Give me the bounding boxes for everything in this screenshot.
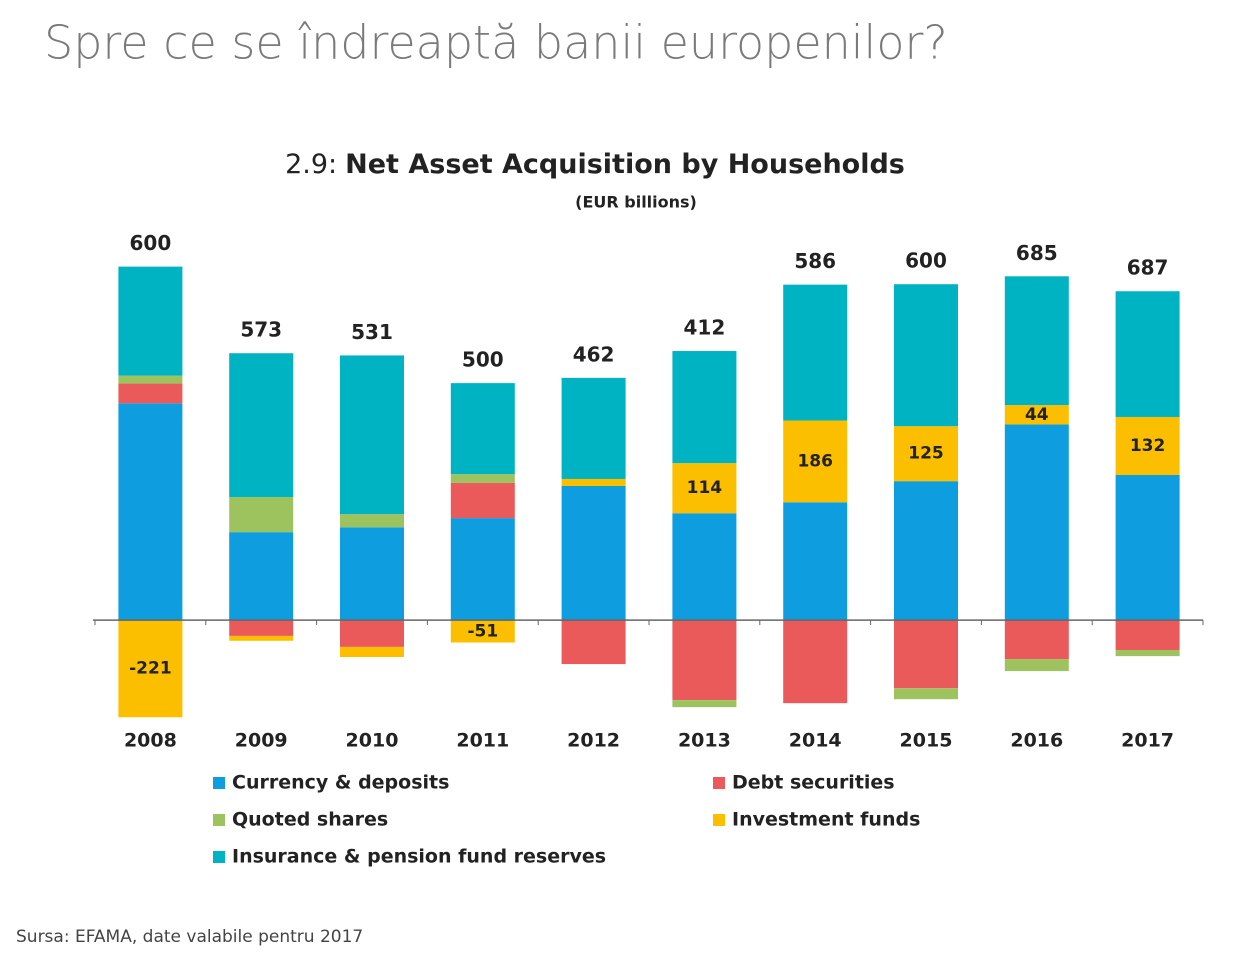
bar-segment bbox=[1004, 659, 1069, 672]
bar-segment bbox=[1115, 416, 1180, 476]
bar-segment bbox=[672, 700, 737, 708]
legend-swatch bbox=[713, 777, 725, 789]
x-tick-label: 2011 bbox=[456, 730, 509, 752]
bar-segment bbox=[229, 353, 294, 497]
segment-label: 44 bbox=[1025, 405, 1049, 425]
bar-segment bbox=[1004, 405, 1069, 425]
bar-segment bbox=[1004, 424, 1069, 621]
segment-label: 125 bbox=[908, 444, 944, 464]
bar-segment bbox=[118, 383, 183, 404]
bar-segment bbox=[450, 518, 515, 621]
legend-label: Quoted shares bbox=[232, 809, 388, 831]
legend-swatch bbox=[713, 814, 725, 826]
bar-segment bbox=[894, 620, 958, 689]
bar-segment bbox=[672, 463, 737, 514]
bar-segment bbox=[340, 355, 404, 515]
bar-segment bbox=[340, 646, 404, 658]
bar-segment bbox=[561, 478, 626, 486]
segment-label: 186 bbox=[797, 451, 833, 471]
bar-segment bbox=[450, 474, 515, 483]
total-label: 500 bbox=[462, 348, 504, 372]
legend-label: Currency & deposits bbox=[232, 772, 449, 794]
bar-segment bbox=[783, 502, 848, 621]
bar-segment bbox=[1115, 475, 1180, 621]
bar-segment bbox=[894, 426, 958, 482]
x-tick-label: 2016 bbox=[1010, 730, 1063, 752]
legend-label: Debt securities bbox=[732, 772, 895, 794]
x-tick-label: 2013 bbox=[678, 730, 731, 752]
legend-swatch bbox=[213, 814, 225, 826]
bar-segment bbox=[340, 620, 404, 647]
x-tick-label: 2012 bbox=[567, 730, 620, 752]
bar-segment bbox=[894, 688, 958, 700]
bar-segment bbox=[783, 620, 848, 704]
bar-segment bbox=[118, 403, 183, 621]
x-tick-label: 2008 bbox=[124, 730, 177, 752]
bar-segment bbox=[561, 486, 626, 621]
x-tick-label: 2009 bbox=[235, 730, 288, 752]
bar-segment bbox=[450, 482, 515, 519]
bar-segment bbox=[229, 532, 294, 621]
bar-segment bbox=[894, 481, 958, 621]
segment-label: -221 bbox=[129, 659, 172, 679]
total-label: 687 bbox=[1127, 256, 1169, 280]
total-label: 573 bbox=[240, 318, 282, 342]
title-text: Net Asset Acquisition by Households bbox=[345, 149, 905, 180]
bar-segment bbox=[118, 375, 183, 384]
bar-segment bbox=[1004, 620, 1069, 660]
segment-label: 132 bbox=[1130, 436, 1166, 456]
total-label: 531 bbox=[351, 320, 393, 344]
x-tick-label: 2010 bbox=[346, 730, 399, 752]
total-label: 600 bbox=[905, 249, 947, 273]
bar-segment bbox=[894, 284, 958, 427]
bar-segment bbox=[229, 620, 294, 636]
total-label: 586 bbox=[794, 249, 836, 273]
chart-subtitle: (EUR billions) bbox=[575, 193, 697, 212]
bar-segment bbox=[229, 635, 294, 641]
legend-swatch bbox=[213, 777, 225, 789]
legend-label: Investment funds bbox=[732, 809, 920, 831]
bar-segment bbox=[1115, 291, 1180, 417]
legend-label: Insurance & pension fund reserves bbox=[232, 846, 606, 868]
chart-title: 2.9: Net Asset Acquisition by Households bbox=[285, 149, 905, 180]
bar-segment bbox=[1115, 649, 1180, 657]
bar-segment bbox=[450, 620, 515, 643]
total-label: 412 bbox=[684, 316, 726, 340]
source: Sursa: EFAMA, date valabile pentru 2017 bbox=[16, 927, 363, 947]
total-label: 462 bbox=[573, 342, 615, 366]
bar-segment bbox=[340, 514, 404, 528]
bar-segment bbox=[229, 496, 294, 533]
slide-title: Spre ce se îndreaptă banii europenilor? bbox=[44, 16, 948, 70]
bar-segment bbox=[118, 266, 183, 376]
bar-segment bbox=[783, 420, 848, 503]
x-tick-label: 2014 bbox=[789, 730, 842, 752]
total-label: 685 bbox=[1016, 241, 1058, 265]
total-label: 600 bbox=[130, 231, 172, 255]
x-tick-label: 2017 bbox=[1121, 730, 1174, 752]
bar-segment bbox=[672, 351, 737, 464]
bar-segment bbox=[783, 284, 848, 421]
segment-label: 114 bbox=[687, 478, 723, 498]
segment-label: -51 bbox=[467, 621, 498, 641]
bar-segment bbox=[561, 377, 626, 479]
bar-segment bbox=[118, 620, 183, 718]
title-number: 2.9: bbox=[285, 149, 337, 180]
bar-segment bbox=[672, 513, 737, 621]
bar-segment bbox=[672, 620, 737, 701]
bar-segment bbox=[340, 527, 404, 621]
bar-segment bbox=[561, 620, 626, 665]
bar-segment bbox=[1115, 620, 1180, 650]
bar-segment bbox=[450, 383, 515, 475]
x-tick-label: 2015 bbox=[900, 730, 953, 752]
legend-swatch bbox=[213, 851, 225, 863]
bar-segment bbox=[1004, 276, 1069, 406]
